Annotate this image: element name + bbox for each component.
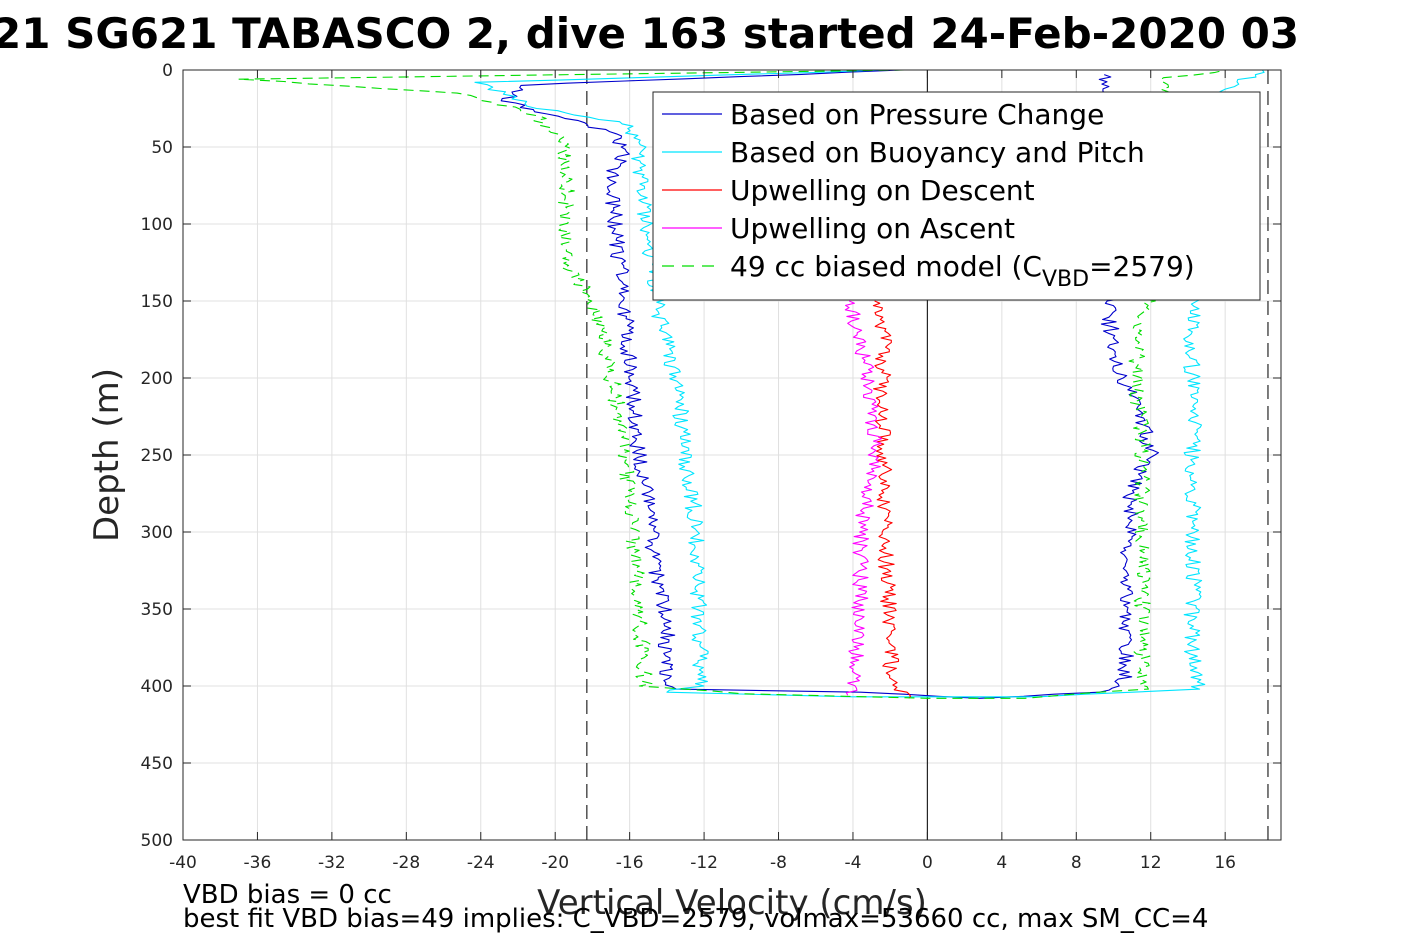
y-tick-label: 350: [141, 600, 173, 620]
y-tick-label: 150: [141, 292, 173, 312]
x-tick-label: -8: [770, 853, 787, 873]
legend: Based on Pressure Change Based on Buoyanc…: [652, 91, 1261, 301]
y-tick-label: 0: [162, 61, 173, 81]
x-tick-label: -24: [467, 853, 495, 873]
y-tick-label: 450: [141, 754, 173, 774]
x-axis-label: Vertical Velocity (cm/s): [537, 883, 927, 923]
x-tick-label: -28: [392, 853, 420, 873]
series-line-4: [844, 300, 882, 696]
x-axis-ticks: -40 -36 -32 -28 -24 -20 -16 -12 -8 -4 0 4 8 12 16: [169, 70, 1236, 873]
y-tick-label: 100: [141, 215, 173, 235]
x-tick-label: -12: [690, 853, 718, 873]
annotation-best-fit: best fit VBD bias=49 implies: C_VBD=2579…: [183, 904, 1208, 934]
x-tick-label: -32: [318, 853, 346, 873]
series-line-3: [872, 300, 912, 699]
legend-label-3: Upwelling on Descent: [730, 174, 1035, 207]
x-tick-label: 0: [922, 853, 933, 873]
legend-label-4: Upwelling on Ascent: [730, 212, 1015, 245]
legend-label-subscript: VBD: [1042, 267, 1089, 292]
y-tick-label: 500: [141, 831, 173, 851]
x-tick-label: 16: [1214, 853, 1236, 873]
x-tick-label: -20: [541, 853, 569, 873]
y-tick-label: 300: [141, 523, 173, 543]
x-tick-label: 12: [1140, 853, 1162, 873]
chart-title: 21 SG621 TABASCO 2, dive 163 started 24-…: [0, 9, 1299, 58]
y-tick-label: 400: [141, 677, 173, 697]
legend-label-2: Based on Buoyancy and Pitch: [730, 136, 1145, 169]
x-tick-label: -40: [169, 853, 197, 873]
x-tick-label: -36: [244, 853, 272, 873]
x-tick-label: -16: [616, 853, 644, 873]
legend-label-text: =2579): [1089, 250, 1195, 283]
y-axis-label: Depth (m): [87, 368, 127, 542]
y-axis-ticks: 0 50 100 150 200 250 300 350 400 450 500: [141, 61, 1281, 851]
legend-box: [652, 91, 1261, 301]
annotation-vbd-bias: VBD bias = 0 cc: [183, 880, 392, 910]
y-tick-label: 200: [141, 369, 173, 389]
x-tick-label: 8: [1071, 853, 1082, 873]
legend-entries: Based on Pressure Change Based on Buoyanc…: [662, 98, 1195, 292]
legend-label-1: Based on Pressure Change: [730, 98, 1104, 131]
x-tick-label: 4: [996, 853, 1007, 873]
legend-label-text: 49 cc biased model (C: [730, 250, 1042, 283]
x-tick-label: -4: [844, 853, 861, 873]
legend-label-5: 49 cc biased model (CVBD=2579): [730, 250, 1195, 292]
y-tick-label: 50: [151, 138, 173, 158]
y-tick-label: 250: [141, 446, 173, 466]
